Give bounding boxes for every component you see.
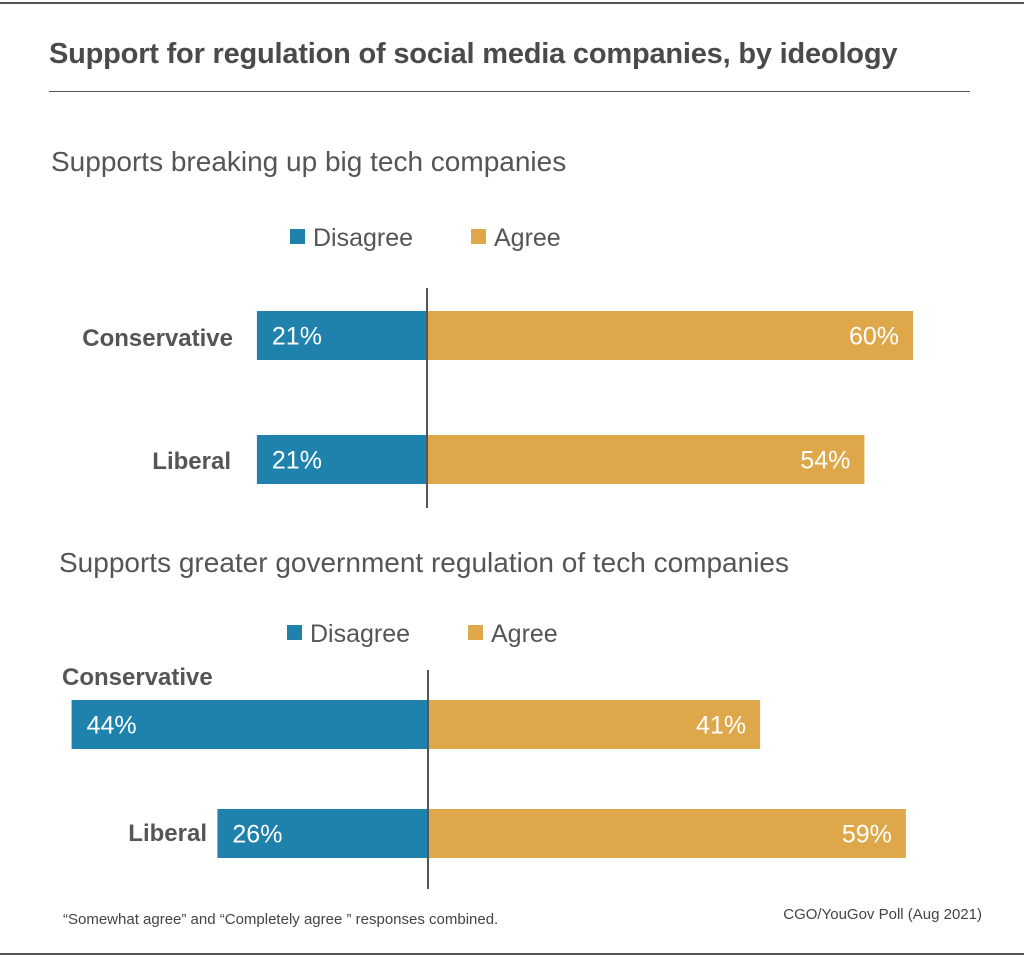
legend-label-disagree: Disagree [313, 224, 413, 252]
legend-label-disagree: Disagree [310, 620, 410, 648]
legend-swatch-disagree [287, 625, 302, 640]
data-label-agree: 59% [842, 821, 892, 849]
data-label-disagree: 44% [87, 712, 137, 740]
legend-swatch-disagree [290, 229, 305, 244]
category-label: Liberal [128, 820, 207, 847]
legend-swatch-agree [471, 229, 486, 244]
top-rule [0, 2, 1024, 4]
bar-disagree [256, 311, 427, 360]
category-label: Liberal [152, 448, 231, 475]
bar-disagree [71, 700, 428, 749]
chart-title: Support for regulation of social media c… [49, 38, 898, 70]
category-label: Conservative [62, 664, 213, 691]
data-label-agree: 41% [696, 712, 746, 740]
title-underline [49, 91, 970, 92]
data-label-agree: 54% [800, 447, 850, 475]
bar-disagree [217, 809, 428, 858]
panel-1-title: Supports breaking up big tech companies [51, 146, 567, 177]
bar-agree [427, 311, 913, 360]
legend-swatch-agree [468, 625, 483, 640]
legend-label-agree: Agree [494, 224, 561, 252]
bar-agree [428, 700, 761, 749]
bar-agree [428, 809, 906, 858]
category-label: Conservative [82, 325, 233, 352]
bar-agree [427, 435, 865, 484]
data-label-disagree: 26% [232, 821, 282, 849]
data-label-disagree: 21% [272, 323, 322, 351]
data-label-agree: 60% [849, 323, 899, 351]
data-label-disagree: 21% [272, 447, 322, 475]
footnote: “Somewhat agree” and “Completely agree ”… [63, 911, 499, 928]
bottom-rule [0, 953, 1024, 955]
panel-2-title: Supports greater government regulation o… [59, 547, 789, 578]
bar-disagree [256, 435, 427, 484]
legend-label-agree: Agree [491, 620, 558, 648]
source-credit: CGO/YouGov Poll (Aug 2021) [783, 906, 982, 923]
